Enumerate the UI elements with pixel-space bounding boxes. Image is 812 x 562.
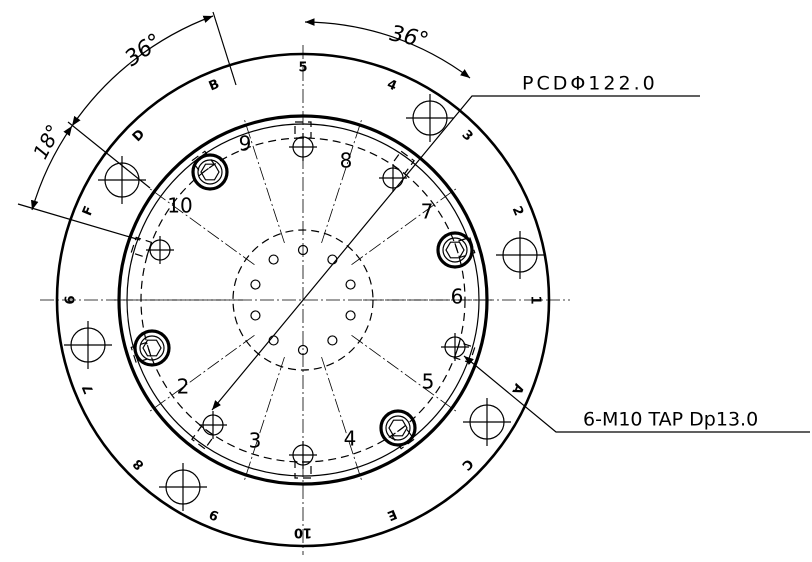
position-label: 3	[249, 429, 262, 453]
key-slot	[453, 236, 476, 259]
ring-label: E	[385, 506, 399, 523]
small-hole	[297, 244, 309, 256]
key-slot	[294, 121, 312, 139]
key-slot	[191, 425, 216, 450]
center-line	[351, 187, 457, 266]
dimension-text: 36°	[388, 21, 431, 54]
ring-label: C	[458, 455, 475, 472]
small-hole	[345, 310, 356, 321]
small-hole	[268, 254, 279, 265]
tap-label: 6-M10 TAP Dp13.0	[583, 409, 758, 431]
dimension-text: 18°	[28, 120, 66, 163]
ring-label: 3	[459, 127, 476, 144]
position-label: 4	[344, 427, 357, 451]
ring-label: 6	[64, 295, 79, 304]
hex-bolt	[142, 339, 162, 357]
position-label: 5	[422, 370, 435, 394]
counterbore-inner	[197, 159, 223, 185]
ring-label: A	[508, 381, 526, 396]
ring-label: F	[80, 204, 97, 218]
small-hole	[250, 310, 261, 321]
center-line	[321, 119, 363, 244]
position-label: 2	[177, 375, 190, 399]
key-slot	[390, 150, 415, 175]
small-hole	[297, 344, 309, 356]
center-line	[149, 334, 255, 413]
counterbore	[191, 153, 229, 191]
ring-label: B	[207, 77, 222, 95]
callouts: PCDΦ122.0 6-M10 TAP Dp13.0	[211, 73, 810, 433]
pcd-label: PCDΦ122.0	[522, 73, 658, 95]
key-slot	[191, 150, 216, 175]
center-line	[243, 356, 285, 481]
small-hole	[345, 279, 356, 290]
position-label: 8	[340, 149, 353, 173]
holes	[64, 94, 544, 511]
counterbore	[436, 231, 474, 269]
hex-bolt	[388, 419, 408, 437]
ring-label: 7	[80, 382, 97, 396]
key-slot	[453, 341, 476, 364]
position-label: 7	[421, 200, 434, 224]
ring-label: 10	[294, 525, 312, 540]
center-line	[321, 356, 363, 481]
key-slot	[130, 236, 153, 259]
key-slot	[294, 461, 312, 479]
ring-label: 9	[207, 506, 221, 523]
position-label: 6	[451, 285, 464, 309]
counterbore-inner	[139, 335, 165, 361]
small-hole	[268, 335, 279, 346]
key-slot	[130, 341, 153, 364]
ring-label: 4	[385, 77, 399, 94]
ring-label: 8	[130, 456, 147, 473]
small-hole	[250, 279, 261, 290]
counterbore-inner	[385, 415, 411, 441]
ring-label: 2	[509, 204, 526, 218]
ring-label: D	[130, 127, 148, 145]
key-slot	[390, 425, 415, 450]
position-label: 10	[167, 194, 192, 218]
ring-label: 5	[298, 61, 307, 76]
counterbore-inner	[442, 237, 468, 263]
small-hole	[327, 335, 338, 346]
small-hole	[327, 254, 338, 265]
center-line	[149, 187, 255, 266]
counterbore	[133, 329, 171, 367]
position-label: 9	[239, 132, 252, 156]
ring-label: 1	[528, 295, 543, 304]
center-line	[351, 334, 457, 413]
